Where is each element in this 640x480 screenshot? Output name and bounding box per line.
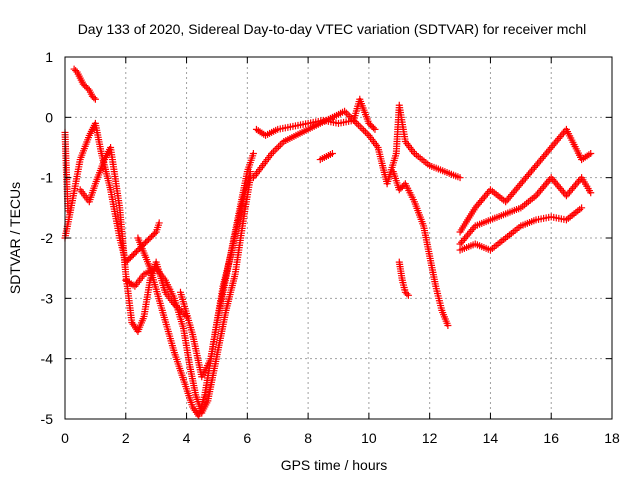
data-point — [342, 109, 350, 117]
x-tick-label: 10 — [361, 430, 377, 446]
y-tick-label: -1 — [41, 170, 54, 186]
data-point — [368, 122, 376, 130]
data-point — [276, 141, 284, 149]
y-tick-label: -4 — [41, 351, 54, 367]
data-point — [82, 83, 90, 91]
series-track — [61, 119, 163, 266]
x-tick-label: 0 — [61, 430, 69, 446]
series-track — [365, 101, 464, 188]
data-point — [398, 183, 406, 191]
data-point — [145, 236, 153, 244]
series-track — [389, 168, 452, 329]
series-track — [61, 128, 72, 215]
data-point — [273, 144, 281, 152]
data-point — [155, 219, 163, 227]
data-point — [131, 249, 139, 257]
data-point — [146, 234, 154, 242]
data-point — [149, 231, 157, 239]
series-track — [176, 150, 257, 381]
data-point — [64, 207, 72, 215]
x-tick-label: 18 — [604, 430, 620, 446]
data-point — [81, 82, 89, 90]
data-point — [587, 150, 595, 158]
series-track — [134, 168, 254, 420]
data-point — [578, 204, 586, 212]
data-point — [363, 130, 371, 138]
data-point — [129, 251, 137, 259]
data-point — [404, 291, 412, 299]
data-point — [142, 239, 150, 247]
y-tick-label: -3 — [41, 290, 54, 306]
data-point — [90, 94, 98, 102]
data-point — [354, 121, 362, 129]
x-axis: 0 2 4 6 8 10 12 14 16 18 — [61, 57, 620, 446]
y-tick-label: 1 — [45, 49, 53, 65]
data-point — [132, 248, 140, 256]
data-point — [72, 67, 80, 75]
data-point — [125, 255, 133, 263]
data-point — [151, 229, 159, 237]
data-point — [444, 321, 452, 329]
x-tick-label: 8 — [304, 430, 312, 446]
x-tick-label: 16 — [543, 430, 559, 446]
data-point — [358, 125, 366, 133]
series-track — [70, 65, 99, 103]
data-point — [148, 232, 156, 240]
data-point — [356, 123, 364, 131]
data-point — [346, 112, 354, 120]
data-point — [403, 290, 411, 298]
y-axis: -5 -4 -3 -2 -1 0 1 — [41, 49, 612, 427]
data-point — [70, 65, 78, 73]
data-point — [275, 143, 283, 151]
data-point — [397, 184, 405, 192]
data-point — [361, 128, 369, 136]
data-point — [401, 288, 409, 296]
series-track — [76, 144, 191, 336]
x-tick-label: 4 — [183, 430, 191, 446]
x-tick-label: 12 — [422, 430, 438, 446]
data-point — [84, 85, 92, 93]
data-point — [456, 174, 464, 182]
data-point — [143, 237, 151, 245]
y-tick-label: -2 — [41, 230, 54, 246]
data-points — [61, 65, 595, 420]
series-track — [395, 258, 412, 299]
data-point — [366, 121, 374, 129]
data-point — [587, 189, 595, 197]
series-track — [122, 174, 254, 417]
x-axis-label: GPS time / hours — [281, 457, 388, 473]
x-tick-label: 14 — [483, 430, 499, 446]
data-point — [88, 92, 96, 100]
data-point — [365, 119, 373, 127]
y-tick-label: -5 — [41, 411, 54, 427]
y-tick-label: 0 — [45, 109, 53, 125]
data-point — [271, 146, 279, 154]
data-point — [128, 252, 136, 260]
data-point — [360, 126, 368, 134]
series-track — [456, 125, 595, 236]
data-point — [126, 254, 134, 262]
chart-title: Day 133 of 2020, Sidereal Day-to-day VTE… — [78, 21, 587, 37]
series-track — [316, 150, 336, 164]
data-point — [91, 95, 99, 103]
data-point — [395, 186, 403, 194]
x-tick-label: 6 — [243, 430, 251, 446]
y-axis-label: SDTVAR / TECUs — [7, 182, 23, 294]
data-point — [79, 80, 87, 88]
data-point — [371, 125, 379, 133]
data-point — [369, 124, 377, 132]
x-tick-label: 2 — [122, 430, 130, 446]
data-point — [269, 148, 277, 156]
series-track — [456, 174, 595, 248]
data-point — [328, 150, 336, 158]
data-point — [351, 118, 359, 126]
data-point — [134, 246, 142, 254]
series-track — [456, 204, 586, 254]
data-point — [249, 150, 257, 158]
series-track — [249, 107, 373, 182]
